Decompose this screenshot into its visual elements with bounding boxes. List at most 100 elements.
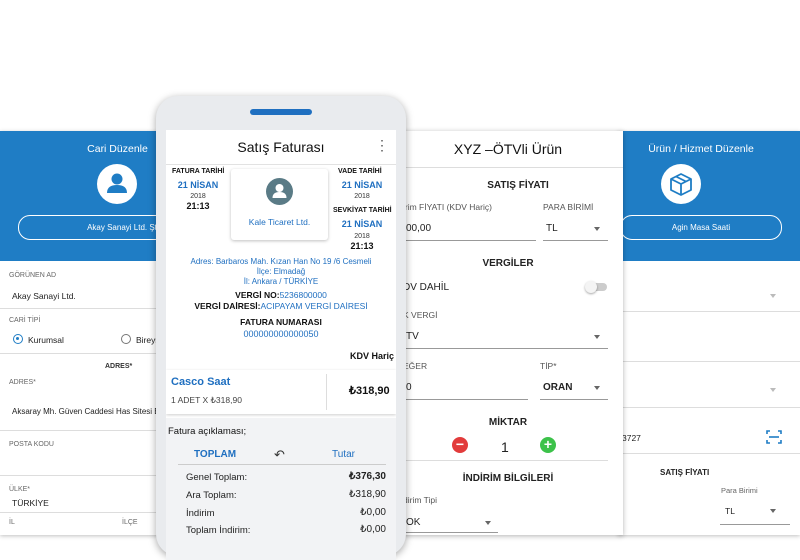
cari-duzenle-card: Cari Düzenle Akay Sanayi Ltd. Şti. GÖRÜN… [0, 131, 175, 535]
tab-tutar[interactable]: Tutar [332, 449, 355, 460]
vade-tarihi-day[interactable]: 21 NİSAN [341, 180, 383, 190]
fatura-aciklamasi[interactable]: Fatura açıklaması; [168, 426, 247, 437]
box-icon [661, 164, 701, 204]
decrease-quantity-button[interactable]: − [452, 437, 468, 453]
vergi-dairesi-value: ACIPAYAM VERGİ DAİRESİ [260, 301, 368, 311]
deger-label: EĞER [403, 361, 428, 371]
ek-vergi-select[interactable]: TV [406, 331, 419, 342]
adres-heading: ADRES* [105, 363, 133, 370]
miktar-value[interactable]: 1 [501, 439, 509, 455]
totals-value: ₺0,00 [360, 507, 386, 518]
kdv-dahil-toggle[interactable] [585, 281, 607, 293]
fatura-numarasi-label: FATURA NUMARASI [240, 317, 322, 327]
miktar-heading: MİKTAR [488, 417, 528, 428]
chevron-down-icon[interactable] [594, 227, 600, 231]
urun-satis-fiyati-heading: SATIŞ FİYATI [660, 468, 710, 477]
indirim-heading: İNDİRİM BİLGİLERİ [462, 473, 554, 484]
tab-toplam[interactable]: TOPLAM [194, 449, 237, 460]
ilce-label: İLÇE [122, 519, 138, 526]
vergi-no-value: 5236800000 [279, 290, 327, 300]
otv-title: XYZ –ÖTVli Ürün [393, 131, 623, 168]
fatura-tarihi-time: 21:13 [186, 201, 210, 211]
adres-input[interactable]: Aksaray Mh. Güven Caddesi Has Sitesi B [12, 407, 160, 416]
birim-fiyati-input[interactable]: 00,00 [406, 223, 432, 234]
il-label: İL [9, 519, 15, 526]
divider [543, 240, 608, 241]
chevron-down-icon[interactable] [770, 509, 776, 513]
divider [403, 348, 608, 349]
radio-kurumsal-label: Kurumsal [28, 335, 64, 345]
cari-name-button[interactable]: Akay Sanayi Ltd. Şti. [18, 215, 175, 240]
urun-name-button[interactable]: Agin Masa Saati [620, 215, 782, 240]
product-code-input[interactable]: 3727 [622, 433, 641, 443]
il-line: İl: Ankara / TÜRKİYE [243, 277, 319, 286]
divider [326, 374, 327, 410]
gorunen-ad-label: GÖRÜNEN AD [9, 272, 57, 279]
fatura-tarihi-day[interactable]: 21 NİSAN [177, 180, 219, 190]
indirim-tipi-select[interactable]: OK [406, 517, 421, 528]
sevkiyat-tarihi-label: SEVKİYAT TARİHİ [333, 207, 392, 214]
chevron-down-icon[interactable] [485, 521, 491, 525]
increase-quantity-button[interactable]: + [540, 437, 556, 453]
invoice-title: Satış Faturası [237, 139, 325, 155]
customer-name: Kale Ticaret Ltd. [248, 217, 311, 227]
deger-input[interactable]: 0 [406, 382, 412, 393]
urun-para-birimi-select[interactable]: TL [725, 506, 735, 516]
radio-bireysel-label: Bireys [136, 335, 160, 345]
otv-urun-card: XYZ –ÖTVli Ürün SATIŞ FİYATI irim FİYATI… [393, 131, 623, 535]
ulke-label: ÜLKE* [9, 486, 31, 493]
totals-value: ₺318,90 [349, 489, 386, 500]
divider [618, 453, 800, 454]
divider [720, 524, 790, 525]
totals-label: İndirim [186, 508, 215, 519]
otv-satis-fiyati-heading: SATIŞ FİYATI [487, 180, 549, 191]
divider [0, 512, 175, 513]
vergiler-heading: VERGİLER [482, 258, 534, 269]
adres-line: Adres: Barbaros Mah. Kızan Han No 19 /6 … [190, 257, 372, 266]
divider [0, 430, 175, 431]
undo-icon[interactable]: ↶ [274, 447, 285, 462]
dropdown-caret-icon[interactable] [770, 294, 776, 298]
phone-frame: Satış Faturası ⋮ FATURA TARİHİ 21 NİSAN … [156, 96, 406, 560]
user-avatar-icon [97, 164, 137, 204]
divider [166, 164, 396, 165]
divider [540, 399, 608, 400]
urun-duzenle-card: Ürün / Hizmet Düzenle Agin Masa Saati 37… [618, 131, 800, 535]
divider [178, 464, 386, 465]
urun-title: Ürün / Hizmet Düzenle [648, 143, 754, 155]
dropdown-caret-icon[interactable] [770, 388, 776, 392]
ulke-input[interactable]: TÜRKİYE [12, 498, 49, 508]
sevkiyat-tarihi-day[interactable]: 21 NİSAN [341, 219, 383, 229]
tip-select[interactable]: ORAN [543, 382, 573, 393]
kdv-haric-label: KDV Hariç [350, 351, 395, 361]
otv-para-birimi-select[interactable]: TL [546, 223, 558, 234]
gorunen-ad-input[interactable]: Akay Sanayi Ltd. [12, 291, 76, 301]
posta-kodu-label: POSTA KODU [9, 441, 54, 448]
sevkiyat-tarihi-time: 21:13 [350, 241, 374, 251]
chevron-down-icon[interactable] [594, 386, 600, 390]
fatura-numarasi-value[interactable]: 000000000000050 [243, 329, 319, 339]
vergi-no-label: VERGİ NO: [235, 290, 280, 300]
divider [0, 475, 175, 476]
more-menu-icon[interactable]: ⋮ [375, 137, 389, 153]
invoice-line-item[interactable]: Casco Saat 1 ADET X ₺318,90 ₺318,90 [166, 370, 396, 414]
vergi-no: VERGİ NO:5236800000 [166, 290, 396, 300]
totals-label: Ara Toplam: [186, 490, 237, 501]
radio-kurumsal[interactable] [13, 334, 23, 344]
ilce-line: İlçe: Elmadağ [256, 267, 306, 276]
divider [618, 311, 800, 312]
adres-label: ADRES* [9, 379, 36, 386]
barcode-scan-icon[interactable] [766, 430, 782, 449]
chevron-down-icon[interactable] [594, 335, 600, 339]
tip-label: TİP* [540, 361, 557, 371]
invoice-screen: Satış Faturası ⋮ FATURA TARİHİ 21 NİSAN … [166, 130, 396, 560]
divider [403, 460, 608, 461]
vergi-dairesi: VERGİ DAİRESİ:ACIPAYAM VERGİ DAİRESİ [166, 301, 396, 311]
totals-label: Toplam İndirim: [186, 525, 251, 536]
urun-para-birimi-label: Para Birimi [721, 486, 758, 495]
customer-card[interactable]: Kale Ticaret Ltd. [231, 169, 328, 240]
item-total: ₺318,90 [349, 385, 390, 397]
radio-bireysel[interactable] [121, 334, 131, 344]
birim-fiyati-label: irim FİYATI (KDV Hariç) [403, 202, 492, 212]
divider [403, 240, 536, 241]
